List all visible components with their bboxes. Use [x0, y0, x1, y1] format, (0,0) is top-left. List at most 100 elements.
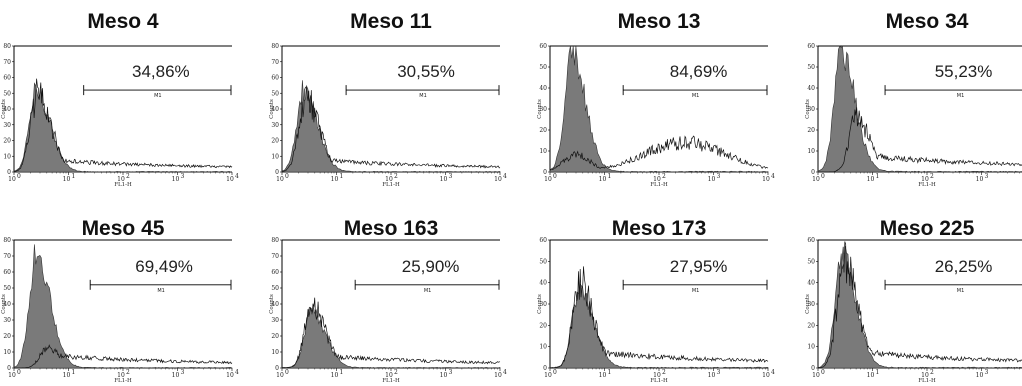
- y-tick-label: 0: [543, 169, 547, 176]
- control-histogram: [549, 283, 769, 369]
- percent-positive-label: 26,25%: [935, 257, 993, 276]
- stained-histogram: [281, 86, 501, 173]
- x-tick-exponent: 1: [340, 369, 344, 376]
- y-tick-label: 20: [807, 127, 815, 134]
- x-tick-exponent: 4: [235, 369, 239, 376]
- y-tick-label: 80: [3, 237, 11, 244]
- panel-title: Meso 45: [82, 217, 165, 240]
- x-tick-label: 10: [385, 176, 393, 183]
- x-tick-label: 10: [63, 176, 71, 183]
- x-tick-label: 10: [331, 176, 339, 183]
- x-tick-label: 10: [226, 372, 234, 379]
- stained-histogram: [14, 344, 233, 369]
- y-tick-label: 40: [3, 106, 11, 113]
- x-tick-label: 10: [867, 176, 875, 183]
- y-tick-label: 0: [543, 365, 547, 372]
- y-tick-label: 0: [7, 365, 11, 372]
- y-tick-label: 10: [271, 349, 279, 356]
- y-tick-label: 10: [3, 153, 11, 160]
- y-tick-label: 10: [807, 344, 815, 351]
- x-tick-exponent: 0: [553, 369, 557, 376]
- x-tick-label: 10: [226, 176, 234, 183]
- y-tick-label: 0: [7, 169, 11, 176]
- x-tick-label: 10: [544, 176, 552, 183]
- y-tick-label: 10: [807, 148, 815, 155]
- x-tick-exponent: 2: [930, 369, 934, 376]
- stained-histogram: [818, 107, 1022, 173]
- y-tick-label: 40: [807, 280, 815, 287]
- x-tick-label: 10: [708, 372, 716, 379]
- x-axis-label: FL1-H: [650, 378, 668, 384]
- y-tick-label: 30: [807, 106, 815, 113]
- y-tick-label: 60: [3, 269, 11, 276]
- x-tick-label: 10: [921, 372, 929, 379]
- y-tick-label: 20: [807, 322, 815, 329]
- y-tick-label: 70: [271, 59, 279, 66]
- percent-positive-label: 27,95%: [670, 257, 728, 276]
- panel-title: Meso 4: [87, 10, 159, 33]
- y-tick-label: 0: [811, 169, 815, 176]
- x-tick-exponent: 3: [449, 173, 453, 180]
- x-tick-label: 10: [276, 176, 284, 183]
- stained-histogram: [817, 241, 1022, 369]
- x-tick-exponent: 1: [608, 173, 612, 180]
- panel-title: Meso 34: [886, 10, 969, 33]
- control-histogram: [549, 45, 769, 173]
- x-tick-label: 10: [708, 176, 716, 183]
- x-tick-exponent: 2: [126, 173, 130, 180]
- stained-histogram: [549, 135, 769, 171]
- y-tick-label: 60: [807, 237, 815, 244]
- percent-positive-label: 30,55%: [397, 62, 455, 81]
- x-tick-label: 10: [976, 176, 984, 183]
- marker-m1-label: M1: [419, 93, 427, 99]
- y-tick-label: 20: [3, 333, 11, 340]
- y-tick-label: 60: [271, 269, 279, 276]
- y-axis-label: Counts: [805, 99, 811, 119]
- stained-histogram: [13, 78, 233, 173]
- x-axis-label: FL1-H: [382, 378, 400, 384]
- marker-m1-label: M1: [424, 288, 432, 294]
- y-tick-label: 20: [3, 138, 11, 145]
- x-tick-label: 10: [921, 176, 929, 183]
- y-tick-label: 10: [539, 148, 547, 155]
- x-tick-exponent: 0: [17, 369, 21, 376]
- y-tick-label: 20: [271, 138, 279, 145]
- x-tick-exponent: 0: [17, 173, 21, 180]
- x-tick-exponent: 1: [72, 369, 76, 376]
- y-tick-label: 50: [807, 64, 815, 71]
- x-tick-label: 10: [117, 176, 125, 183]
- x-tick-exponent: 1: [608, 369, 612, 376]
- y-tick-label: 50: [271, 90, 279, 97]
- panel-title: Meso 163: [344, 217, 439, 240]
- y-tick-label: 40: [539, 85, 547, 92]
- marker-m1-label: M1: [692, 93, 700, 99]
- y-axis-label: Counts: [537, 294, 543, 314]
- y-tick-label: 30: [271, 317, 279, 324]
- x-tick-exponent: 4: [503, 173, 507, 180]
- x-axis-label: FL1-H: [114, 182, 132, 188]
- x-tick-exponent: 3: [985, 173, 989, 180]
- x-tick-label: 10: [117, 372, 125, 379]
- y-tick-label: 60: [3, 75, 11, 82]
- y-tick-label: 20: [271, 333, 279, 340]
- x-axis-label: FL1-H: [918, 182, 936, 188]
- x-tick-label: 10: [8, 372, 16, 379]
- x-tick-label: 10: [440, 372, 448, 379]
- y-tick-label: 10: [539, 344, 547, 351]
- x-tick-exponent: 3: [181, 173, 185, 180]
- y-tick-label: 30: [271, 122, 279, 129]
- x-tick-exponent: 3: [181, 369, 185, 376]
- y-tick-label: 50: [3, 285, 11, 292]
- x-tick-exponent: 3: [717, 173, 721, 180]
- x-tick-label: 10: [653, 372, 661, 379]
- control-histogram: [281, 80, 501, 173]
- x-tick-exponent: 4: [503, 369, 507, 376]
- x-tick-exponent: 4: [235, 173, 239, 180]
- y-axis-label: Counts: [805, 294, 811, 314]
- x-tick-label: 10: [599, 176, 607, 183]
- y-tick-label: 50: [807, 258, 815, 265]
- y-tick-label: 60: [539, 237, 547, 244]
- x-axis-label: FL1-H: [382, 182, 400, 188]
- x-tick-exponent: 2: [930, 173, 934, 180]
